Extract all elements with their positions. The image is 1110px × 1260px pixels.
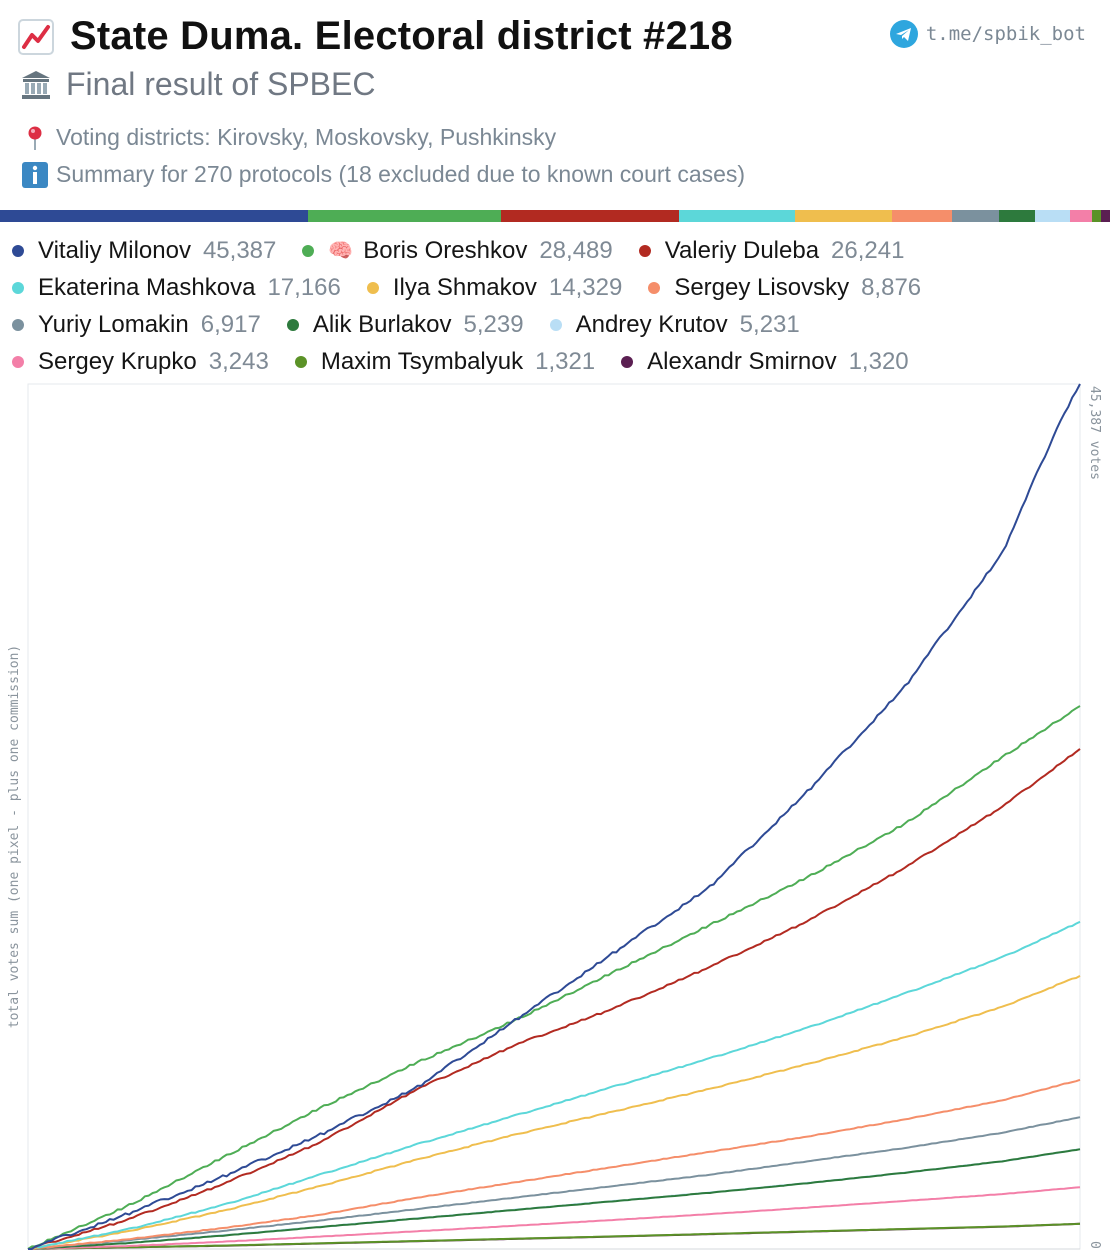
legend-value: 5,231	[739, 310, 800, 338]
legend-value: 1,320	[848, 347, 909, 375]
bot-link-text[interactable]: t.me/spbik_bot	[925, 23, 1086, 45]
legend-name: Boris Oreshkov	[363, 236, 528, 264]
share-segment-sergey-lisovsky	[892, 210, 953, 222]
share-segment-vitaliy-milonov	[0, 210, 308, 222]
legend-item-valeriy-duleba: Valeriy Duleba 26,241	[637, 236, 905, 265]
y-axis-label: total votes sum (one pixel - plus one co…	[7, 645, 22, 1029]
share-segment-maxim-tsymbalyuk	[1092, 210, 1101, 222]
legend-name: Sergey Lisovsky	[674, 273, 850, 301]
legend-name: Ilya Shmakov	[392, 273, 537, 301]
legend-item-vitaliy-milonov: Vitaliy Milonov 45,387	[10, 237, 276, 265]
districts-text: Voting districts: Kirovsky, Moskovsky, P…	[56, 124, 557, 150]
legend-value: 14,329	[548, 273, 623, 301]
legend-value: 5,239	[463, 310, 524, 338]
legend-row: Yuriy Lomakin 6,917 Alik Burlakov 5,239 Andr…	[10, 306, 1105, 343]
series-line-boris-oreshkov	[27, 705, 1081, 1250]
legend-name: Valeriy Duleba	[664, 236, 820, 264]
legend-value: 8,876	[861, 273, 922, 301]
title-row: State Duma. Electoral district #218	[18, 14, 733, 59]
legend-item-alexandr-smirnov: Alexandr Smirnov 1,320	[619, 347, 909, 376]
share-segment-boris-oreshkov	[307, 210, 501, 222]
legend-row: Sergey Krupko 3,243 Maxim Tsymbalyuk 1,321 A…	[10, 343, 1105, 380]
legend-name: Vitaliy Milonov	[38, 236, 191, 264]
legend-item-boris-oreshkov: 🧠 Boris Oreshkov 28,489	[300, 236, 613, 265]
legend-value: 26,241	[831, 236, 905, 264]
legend-dot	[12, 318, 24, 331]
legend-dot	[549, 318, 562, 331]
page-subtitle: Final result of SPBEC	[66, 66, 376, 102]
share-segment-alexandr-smirnov	[1100, 210, 1110, 222]
bot-link[interactable]: t.me/spbik_bot	[889, 20, 1086, 48]
share-segment-ilya-shmakov	[794, 210, 893, 222]
legend-dot	[621, 355, 634, 368]
legend-row: Vitaliy Milonov 45,387 🧠 Boris Oreshkov 28,4…	[10, 232, 1105, 269]
legend-item-yuriy-lomakin: Yuriy Lomakin 6,917	[10, 311, 261, 339]
share-segment-andrey-krutov	[1034, 210, 1071, 222]
telegram-icon	[889, 20, 918, 48]
series-line-sergey-krupko	[27, 1186, 1081, 1250]
legend-name: Yuriy Lomakin	[38, 310, 189, 338]
legend-dot	[12, 281, 24, 294]
vote-share-bar	[0, 210, 1110, 222]
share-segment-yuriy-lomakin	[952, 210, 1000, 222]
legend-dot	[294, 355, 307, 368]
legend-value: 17,166	[267, 273, 341, 301]
legend-name: Maxim Tsymbalyuk	[320, 347, 524, 375]
subtitle-row: Final result of SPBEC	[20, 66, 375, 103]
information-icon	[22, 161, 48, 188]
series-line-ekaterina-mashkova	[27, 920, 1081, 1250]
legend-value: 3,243	[208, 347, 269, 375]
legend-dot	[648, 281, 661, 294]
districts-row: Voting districts: Kirovsky, Moskovsky, P…	[22, 124, 556, 151]
series-line-alik-burlakov	[27, 1148, 1081, 1250]
legend-item-maxim-tsymbalyuk: Maxim Tsymbalyuk 1,321	[293, 348, 595, 376]
legend-dot	[286, 318, 299, 331]
y-axis-max-label: 45,387 votes	[1087, 386, 1102, 480]
series-line-sergey-lisovsky	[27, 1078, 1081, 1250]
legend-value: 6,917	[200, 310, 261, 338]
legend: Vitaliy Milonov 45,387 🧠 Boris Oreshkov 28,4…	[10, 232, 1105, 380]
share-segment-sergey-krupko	[1070, 210, 1093, 222]
legend-dot	[12, 355, 24, 368]
y-axis-zero-label: 0	[1087, 1241, 1102, 1249]
legend-name: Ekaterina Mashkova	[38, 273, 256, 301]
round-pushpin-icon	[28, 126, 42, 150]
share-segment-ekaterina-mashkova	[678, 210, 795, 222]
series-line-yuriy-lomakin	[27, 1116, 1081, 1250]
legend-item-alik-burlakov: Alik Burlakov 5,239	[285, 311, 524, 339]
series-line-vitaliy-milonov	[28, 383, 1081, 1250]
legend-dot	[366, 281, 379, 294]
legend-name: Alik Burlakov	[312, 310, 452, 338]
legend-item-sergey-krupko: Sergey Krupko 3,243	[10, 348, 269, 376]
share-segment-alik-burlakov	[999, 210, 1035, 222]
brain-icon: 🧠	[328, 240, 354, 262]
chart-increasing-icon	[18, 18, 54, 55]
classical-building-icon	[22, 70, 50, 99]
legend-item-andrey-krutov: Andrey Krutov 5,231	[548, 311, 800, 339]
cumulative-votes-chart: total votes sum (one pixel - plus one co…	[7, 383, 1102, 1250]
legend-value: 45,387	[202, 236, 277, 264]
legend-value: 28,489	[539, 236, 613, 264]
series-line-ilya-shmakov	[27, 975, 1081, 1250]
legend-dot	[638, 244, 651, 257]
legend-name: Sergey Krupko	[38, 347, 197, 375]
summary-row: Summary for 270 protocols (18 excluded d…	[22, 161, 745, 188]
series-line-valeriy-duleba	[27, 748, 1081, 1250]
legend-name: Alexandr Smirnov	[647, 347, 837, 375]
legend-row: Ekaterina Mashkova 17,166 Ilya Shmakov 14,3…	[10, 269, 1105, 306]
page-title: State Duma. Electoral district #218	[70, 14, 733, 58]
legend-dot	[12, 244, 24, 257]
summary-text: Summary for 270 protocols (18 excluded d…	[56, 161, 746, 187]
share-segment-valeriy-duleba	[500, 210, 679, 222]
series-line-maxim-tsymbalyuk	[27, 1222, 1081, 1250]
legend-item-ekaterina-mashkova: Ekaterina Mashkova 17,166	[10, 274, 341, 302]
legend-name: Andrey Krutov	[575, 310, 728, 338]
legend-item-sergey-lisovsky: Sergey Lisovsky 8,876	[646, 274, 921, 302]
plot-area	[27, 383, 1081, 1250]
legend-dot	[302, 244, 315, 257]
legend-item-ilya-shmakov: Ilya Shmakov 14,329	[365, 274, 622, 302]
legend-value: 1,321	[535, 347, 596, 375]
